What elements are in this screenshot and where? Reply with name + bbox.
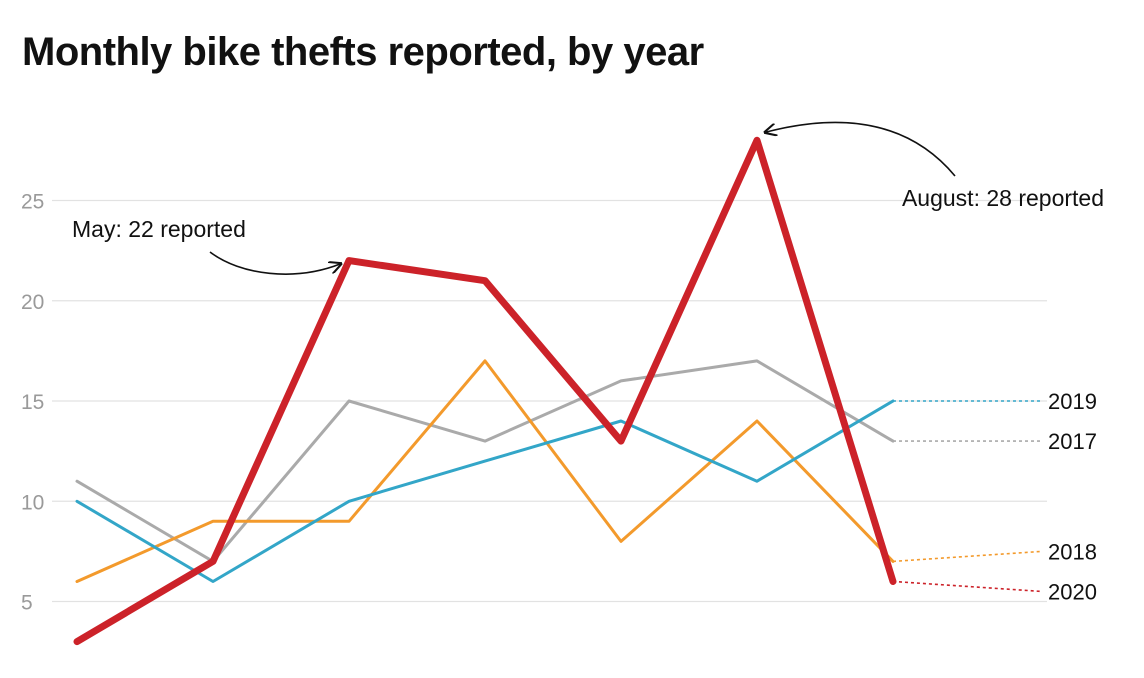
annotation-arrow-may	[209, 251, 341, 275]
series-line-2020	[73, 136, 897, 646]
chart-title: Monthly bike thefts reported, by year	[22, 30, 704, 74]
annotation-august: August: 28 reported	[902, 185, 1104, 211]
connector-2018	[892, 550, 1043, 563]
series-line-2018	[75, 359, 895, 583]
connector-2020	[892, 580, 1043, 593]
end-label-connectors	[892, 400, 1043, 593]
end-labels: 2017 2018 2019 2020	[1048, 389, 1097, 604]
annotation-arrow-august	[765, 121, 956, 177]
y-tick-label-10: 10	[21, 491, 44, 514]
series-line-2019	[75, 399, 895, 583]
y-axis-ticks: 5 10 15 20 25	[21, 191, 44, 615]
y-tick-label-5: 5	[21, 592, 33, 615]
grid-lines	[52, 199, 1047, 603]
series-label-2019: 2019	[1048, 389, 1097, 414]
y-tick-label-20: 20	[21, 291, 44, 314]
series-label-2017: 2017	[1048, 429, 1097, 454]
annotation-may: May: 22 reported	[72, 216, 246, 242]
annotations: May: 22 reported August: 28 reported	[72, 121, 1104, 275]
series-lines	[73, 136, 897, 646]
series-label-2020: 2020	[1048, 579, 1097, 604]
series-label-2018: 2018	[1048, 539, 1097, 564]
y-tick-label-15: 15	[21, 391, 44, 414]
y-tick-label-25: 25	[21, 191, 44, 214]
